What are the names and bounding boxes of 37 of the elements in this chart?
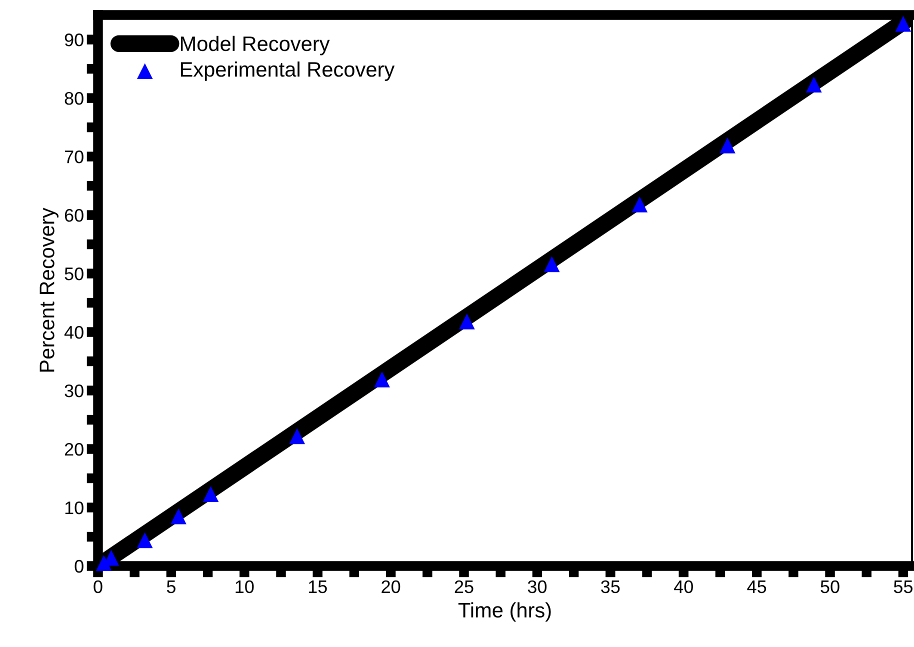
x-tick-label: 20 [382,580,400,594]
legend-label: Model Recovery [180,36,330,56]
y-tick-label: 80 [64,92,84,105]
point [806,76,822,93]
x-tick-label: 55 [894,580,912,594]
x-tick-label: 5 [166,580,176,594]
x-tick-label: 30 [528,580,547,594]
y-axis-title: Percent Recovery [40,208,58,372]
x-tick-label: 10 [236,580,254,594]
x-tick-label: 35 [601,580,620,594]
point [202,486,219,502]
y-tick-label: 40 [64,326,84,339]
x-tick-label: 45 [747,580,766,594]
point [289,428,306,444]
point [895,16,912,32]
point [374,371,390,388]
x-tick-label: 40 [674,580,693,594]
point [170,508,186,524]
point [136,532,153,548]
x-tick-label: 50 [820,580,840,594]
y-tick-label: 70 [64,150,84,164]
y-tick-label: 30 [64,384,84,398]
point [544,256,560,272]
point [632,196,648,212]
x-tick-label: 0 [94,580,102,594]
y-tick-label: 10 [65,501,84,514]
x-axis-title: Time (hrs) [458,602,551,622]
point [720,138,736,154]
y-tick-label: 50 [64,267,84,280]
y-tick-label: 60 [64,208,84,222]
point [459,314,475,330]
legend-label: Experimental Recovery [180,62,395,81]
y-tick-label: 90 [64,34,84,46]
y-tick-label: 0 [74,560,84,573]
x-tick-label: 15 [308,580,327,594]
x-tick-label: 25 [454,580,474,594]
y-tick-label: 20 [64,442,84,456]
